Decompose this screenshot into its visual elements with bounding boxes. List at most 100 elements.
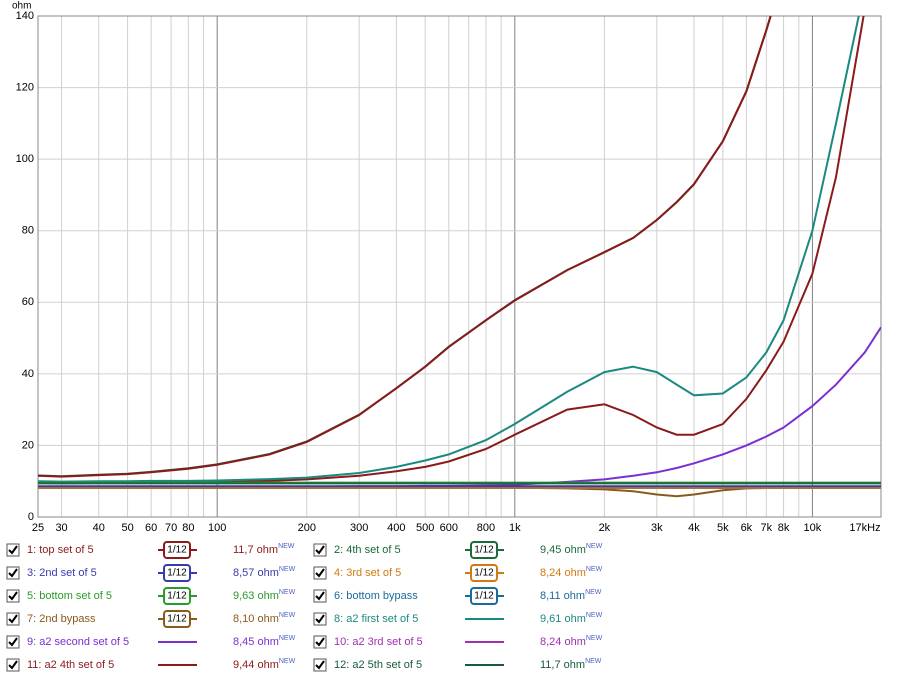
y-tick-label: 140	[16, 10, 34, 22]
x-tick-label: 6k	[741, 522, 753, 534]
x-tick-label: 600	[440, 522, 458, 534]
reading-badge: NEW	[279, 589, 296, 596]
smoothing-icon	[470, 587, 498, 605]
x-tick-label: 60	[145, 522, 157, 534]
reading-badge: NEW	[586, 612, 603, 619]
legend-checkbox[interactable]	[313, 658, 327, 672]
legend-reading: 8,24 ohmNEW	[540, 635, 603, 648]
y-tick-label: 60	[22, 296, 34, 308]
legend-name: 8: a2 first set of 5	[334, 613, 418, 625]
legend-checkbox[interactable]	[6, 566, 20, 580]
smoothing-label: 1/12	[474, 568, 494, 579]
smoothing-label: 1/12	[167, 568, 187, 579]
plot-area	[37, 15, 882, 518]
checkbox-check	[8, 545, 18, 555]
x-tick-label: 100	[208, 522, 226, 534]
legend-reading: 9,61 ohmNEW	[540, 612, 603, 625]
reading-value: 8,45 ohm	[233, 636, 279, 648]
reading-value: 9,44 ohm	[233, 659, 279, 671]
smoothing-icon	[163, 541, 191, 559]
checkbox-check	[8, 660, 18, 670]
reading-badge: NEW	[279, 566, 296, 573]
smoothing-label: 1/12	[167, 591, 187, 602]
x-tick-label: 40	[93, 522, 105, 534]
legend-name: 2: 4th set of 5	[334, 544, 401, 556]
reading-value: 9,63 ohm	[233, 590, 279, 602]
legend-name: 5: bottom set of 5	[27, 590, 112, 602]
legend-checkbox[interactable]	[6, 635, 20, 649]
x-tick-label: 2k	[599, 522, 611, 534]
smoothing-icon	[163, 564, 191, 582]
legend-checkbox[interactable]	[6, 658, 20, 672]
plot-lines	[38, 16, 881, 498]
checkbox-check	[315, 568, 325, 578]
legend-reading: 8,11 ohmNEW	[540, 589, 602, 602]
x-tick-label: 7k	[761, 522, 773, 534]
smoothing-label: 1/12	[474, 591, 494, 602]
y-tick-label: 40	[22, 368, 34, 380]
checkbox-check	[315, 591, 325, 601]
reading-value: 11,7 ohm	[233, 544, 278, 556]
y-tick-label: 100	[16, 153, 34, 165]
x-tick-label: 8k	[778, 522, 790, 534]
checkbox-check	[8, 591, 18, 601]
legend-reading: 11,7 ohmNEW	[540, 658, 602, 671]
reading-value: 8,11 ohm	[540, 590, 585, 602]
legend-checkbox[interactable]	[313, 589, 327, 603]
legend-checkbox[interactable]	[6, 589, 20, 603]
legend-name: 7: 2nd bypass	[27, 613, 96, 625]
smoothing-label: 1/12	[167, 545, 187, 556]
x-tick-label: 5k	[717, 522, 729, 534]
reading-badge: NEW	[279, 635, 296, 642]
y-tick-label: 120	[16, 81, 34, 93]
legend-reading: 9,44 ohmNEW	[233, 658, 296, 671]
reading-value: 8,10 ohm	[233, 613, 279, 625]
smoothing-icon	[163, 610, 191, 628]
legend-name: 11: a2 4th set of 5	[27, 659, 114, 671]
legend-checkbox[interactable]	[6, 543, 20, 557]
legend-reading: 8,24 ohmNEW	[540, 566, 603, 579]
legend-name: 9: a2 second set of 5	[27, 636, 129, 648]
legend-checkbox[interactable]	[313, 612, 327, 626]
reading-value: 9,45 ohm	[540, 544, 586, 556]
x-tick-label: 80	[182, 522, 194, 534]
smoothing-label: 1/12	[167, 614, 187, 625]
reading-badge: NEW	[279, 612, 296, 619]
series-line	[38, 16, 860, 483]
x-tick-label: 70	[165, 522, 177, 534]
x-tick-label: 200	[298, 522, 316, 534]
y-tick-label: 0	[28, 511, 34, 523]
reading-badge: NEW	[586, 543, 603, 550]
checkbox-check	[8, 568, 18, 578]
smoothing-icon	[163, 587, 191, 605]
smoothing-icon	[470, 564, 498, 582]
legend-checkbox[interactable]	[313, 566, 327, 580]
legend-checkbox[interactable]	[6, 612, 20, 626]
legend-name: 3: 2nd set of 5	[27, 567, 97, 579]
reading-value: 11,7 ohm	[540, 659, 585, 671]
reading-value: 9,61 ohm	[540, 613, 586, 625]
legend-reading: 8,10 ohmNEW	[233, 612, 296, 625]
x-tick-label: 1k	[509, 522, 521, 534]
reading-value: 8,24 ohm	[540, 636, 586, 648]
legend-reading: 8,45 ohmNEW	[233, 635, 296, 648]
x-tick-label: 10k	[804, 522, 822, 534]
legend-reading: 9,63 ohmNEW	[233, 589, 296, 602]
reading-value: 8,57 ohm	[233, 567, 279, 579]
checkbox-check	[315, 545, 325, 555]
legend-name: 4: 3rd set of 5	[334, 567, 401, 579]
x-tick-label: 50	[121, 522, 133, 534]
legend-checkbox[interactable]	[313, 635, 327, 649]
reading-badge: NEW	[585, 658, 602, 665]
legend-checkbox[interactable]	[313, 543, 327, 557]
checkbox-check	[315, 637, 325, 647]
x-tick-label: 300	[350, 522, 368, 534]
legend-name: 6: bottom bypass	[334, 590, 418, 602]
reading-badge: NEW	[585, 589, 602, 596]
y-tick-label: 20	[22, 439, 34, 451]
legend-reading: 9,45 ohmNEW	[540, 543, 603, 556]
x-tick-label: 800	[477, 522, 495, 534]
x-tick-label: 4k	[688, 522, 700, 534]
checkbox-check	[8, 614, 18, 624]
